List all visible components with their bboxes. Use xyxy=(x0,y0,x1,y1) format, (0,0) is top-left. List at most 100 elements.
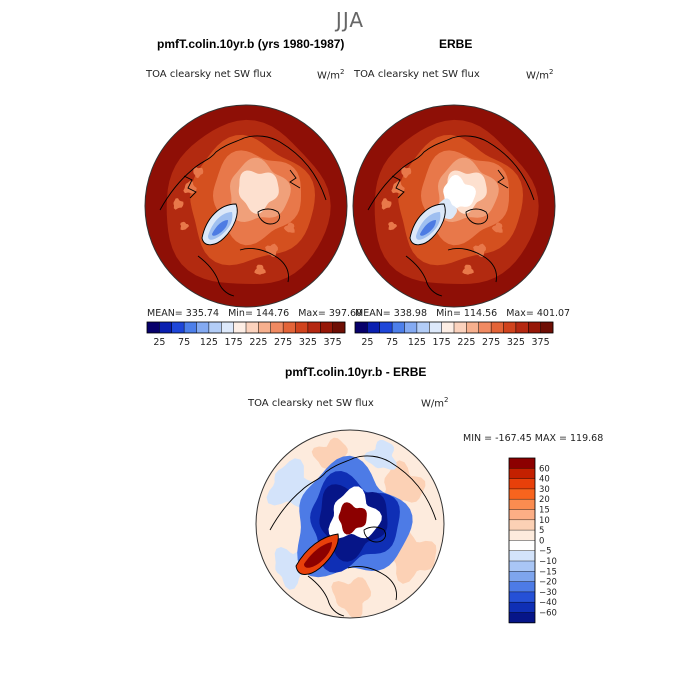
map2-speckle xyxy=(401,166,412,179)
colorbar1-bin xyxy=(246,322,259,333)
diff-colorbar-bin xyxy=(509,591,535,603)
diff-colorbar-bin xyxy=(509,581,535,593)
diff-map xyxy=(255,429,445,619)
colorbar2-bin xyxy=(392,322,405,333)
colorbar1-tick-label: 125 xyxy=(200,337,218,347)
diff-colorbar-bin xyxy=(509,540,535,551)
colorbar1-bin xyxy=(283,322,296,333)
colorbar2-bin xyxy=(416,322,430,333)
map1-coast-5 xyxy=(257,208,281,225)
colorbar1-bin xyxy=(332,322,346,333)
colorbar2-bin xyxy=(503,322,517,333)
colorbar2-tick-label: 25 xyxy=(361,337,373,347)
colorbar1-bin xyxy=(258,322,272,333)
diff-colorbar-bin xyxy=(509,550,535,562)
colorbar2-bin xyxy=(355,322,368,333)
panel1-mean: MEAN= 335.74 xyxy=(147,308,220,319)
map1-speckle xyxy=(254,264,266,275)
diff-colorbar-bin xyxy=(509,509,535,521)
panel2-min: Min= 114.56 xyxy=(436,308,498,319)
colorbar1-bin xyxy=(320,322,333,333)
colorbar2-tick-label: 125 xyxy=(408,337,426,347)
colorbar2-bin xyxy=(466,322,480,333)
colorbar2-bin xyxy=(478,322,492,333)
panel1-max: Max= 397.60 xyxy=(298,308,363,319)
diff-greenland-core xyxy=(304,542,332,568)
diff-colorbar-bin xyxy=(509,612,535,624)
panel2-map-border xyxy=(352,104,556,308)
map2-speckle xyxy=(473,243,486,258)
diff-colorbar-bin xyxy=(509,519,535,531)
colorbar1-tick-label: 275 xyxy=(274,337,292,347)
diff-anomaly-patch xyxy=(382,460,426,509)
map1-coast-7 xyxy=(289,169,301,189)
panel1-title: pmfT.colin.10yr.b (yrs 1980-1987) xyxy=(157,37,345,51)
diff-colorbar-bin xyxy=(509,602,535,613)
map2-greenland-core xyxy=(420,220,436,236)
diff-coast-0 xyxy=(269,455,391,531)
diff-colorbar-level: 60 xyxy=(539,464,550,474)
diff-colorbar-bin xyxy=(509,458,535,469)
diff-colorbar-bin xyxy=(509,530,535,541)
map1-speckle xyxy=(180,221,190,231)
diff-colorbar-bin xyxy=(509,561,535,572)
colorbar2-tick-label: 75 xyxy=(386,337,398,347)
diff-coast-2 xyxy=(295,533,339,575)
diff-coast-1 xyxy=(389,461,437,521)
diff-colorbar-level: −15 xyxy=(539,567,557,577)
colorbar2-bin xyxy=(404,322,418,333)
map2-coast-3 xyxy=(447,247,497,283)
map1-speckle xyxy=(193,166,204,179)
diff-colorbar-level: −5 xyxy=(539,547,552,557)
colorbar2-bin xyxy=(441,322,455,333)
map1-coast-4 xyxy=(197,255,235,297)
diff-anomaly-patch xyxy=(331,577,372,618)
map2-polar-hole xyxy=(443,174,476,212)
map2-coast-1 xyxy=(487,141,535,201)
panel2-variable: TOA clearsky net SW flux xyxy=(354,69,480,80)
map1-coast-1 xyxy=(279,141,327,201)
map1-band-5 xyxy=(238,170,279,214)
diff-colorbar-level: 10 xyxy=(539,516,550,526)
map1-coast-6 xyxy=(183,175,197,199)
map2-coast-4 xyxy=(405,255,443,297)
diff-colorbar-level: −30 xyxy=(539,588,557,598)
colorbar1-tick-label: 75 xyxy=(178,337,190,347)
colorbar1-tick-label: 375 xyxy=(324,337,342,347)
diff-colorbar-bin xyxy=(509,571,535,582)
colorbar2-tick-label: 275 xyxy=(482,337,500,347)
diff-colorbar-level: 20 xyxy=(539,495,550,505)
panel2-colorbar: 25 75 125 175 225 275 325 375 xyxy=(354,321,554,347)
map1-coast-0 xyxy=(159,135,281,211)
map2-coast-2 xyxy=(409,203,446,246)
colorbar1-bin xyxy=(159,322,173,333)
diff-colorbar-level: −40 xyxy=(539,598,557,608)
diff-pos-core xyxy=(338,502,367,535)
colorbar1-bin xyxy=(307,322,321,333)
colorbar2-bin xyxy=(429,322,442,333)
diff-units: W/m2 xyxy=(421,396,449,410)
colorbar2-bin xyxy=(491,322,504,333)
colorbar1-bin xyxy=(184,322,197,333)
colorbar2-bin xyxy=(515,322,529,333)
panel2-title: ERBE xyxy=(439,37,473,51)
season-title: JJA xyxy=(335,8,365,32)
map1-greenland-core xyxy=(212,220,228,236)
panel2-coastlines xyxy=(367,135,535,297)
map2-coast-7 xyxy=(497,169,509,189)
panel2-units: W/m2 xyxy=(526,68,554,82)
panel1-coastlines xyxy=(159,135,327,297)
diff-colorbar-level: 40 xyxy=(539,475,550,485)
panel1-colorbar: 25 75 125 175 225 275 325 375 xyxy=(146,321,346,347)
diff-variable: TOA clearsky net SW flux xyxy=(248,398,374,409)
colorbar2-bin xyxy=(454,322,467,333)
diff-colorbar-bin xyxy=(509,468,535,479)
map1-coast-2 xyxy=(201,203,238,246)
diff-map-border xyxy=(255,429,445,619)
colorbar2-tick-label: 325 xyxy=(507,337,525,347)
diff-colorbar-level: 30 xyxy=(539,485,550,495)
colorbar1-bin xyxy=(221,322,234,333)
diff-colorbar-level: 15 xyxy=(539,506,550,516)
colorbar1-bin xyxy=(147,322,160,333)
map1-speckle xyxy=(283,222,295,233)
